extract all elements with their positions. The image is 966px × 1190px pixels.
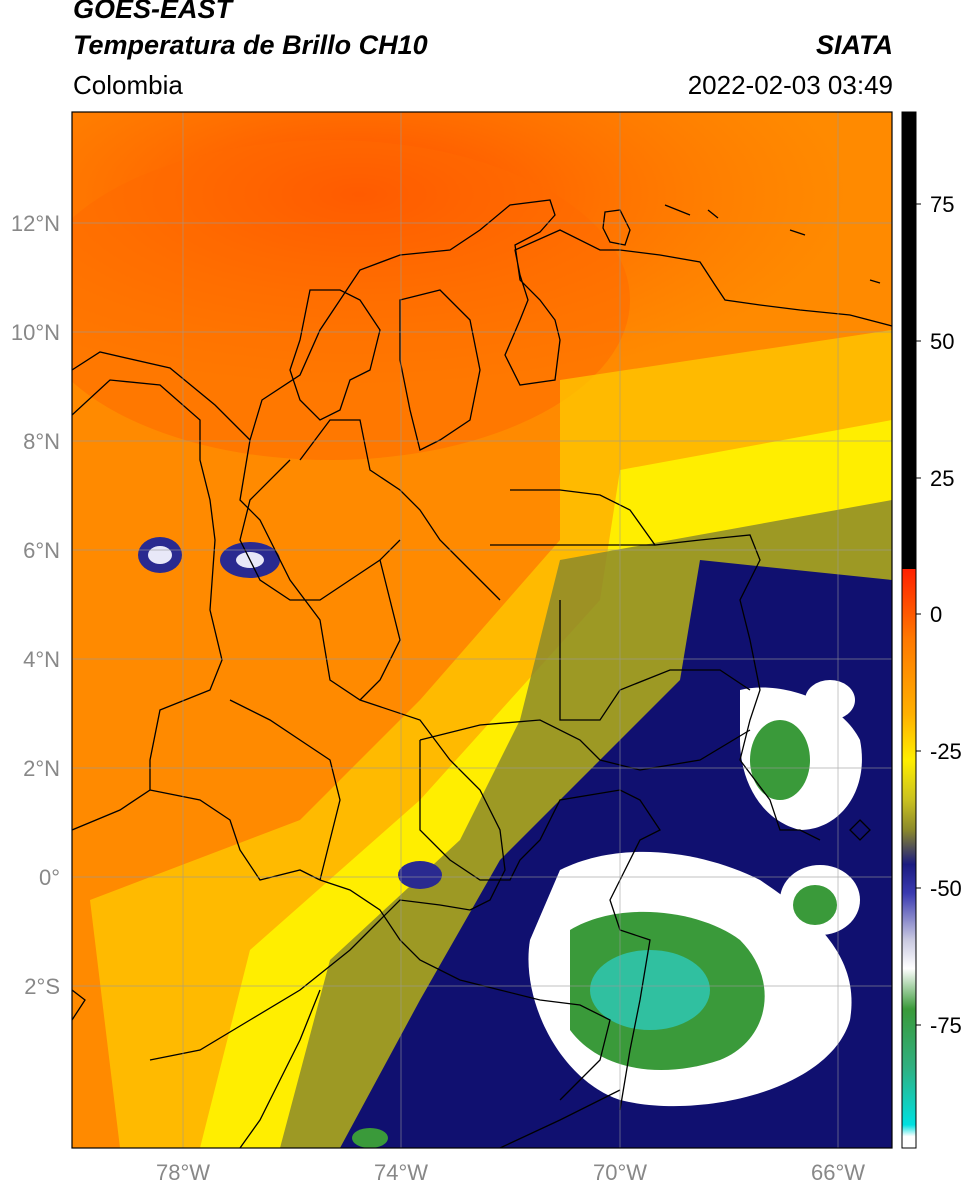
lat-tick-label: 2°S	[24, 974, 60, 999]
lat-tick-label: 8°N	[23, 429, 60, 454]
lon-tick-label: 74°W	[374, 1160, 428, 1185]
colorbar: 75 50 25 0 -25 -50 -75	[901, 111, 962, 1149]
datetime-label: 2022-02-03 03:49	[687, 70, 893, 100]
region-label: Colombia	[73, 70, 183, 100]
graticule	[72, 112, 892, 1148]
source-label: SIATA	[816, 30, 893, 60]
colorbar-tick-label: 25	[930, 466, 954, 491]
colorbar-tick-label: 50	[930, 329, 954, 354]
colorbar-gradient	[902, 569, 916, 1148]
lat-tick-label: 0°	[39, 865, 60, 890]
colorbar-tick-label: 75	[930, 192, 954, 217]
colorbar-tick-label: -50	[930, 876, 962, 901]
lat-tick-label: 2°N	[23, 756, 60, 781]
lat-tick-label: 10°N	[11, 320, 60, 345]
colorbar-tick-label: -25	[930, 739, 962, 764]
colorbar-black-segment	[902, 112, 916, 569]
satellite-title: GOES-EAST	[73, 0, 233, 24]
lat-tick-label: 12°N	[11, 211, 60, 236]
product-title: Temperatura de Brillo CH10	[73, 30, 428, 60]
lon-tick-label: 70°W	[593, 1160, 647, 1185]
brightness-temperature-field	[72, 112, 892, 1148]
map-frame	[71, 111, 893, 1149]
lat-tick-label: 6°N	[23, 538, 60, 563]
colorbar-tick-label: -75	[930, 1013, 962, 1038]
lon-tick-label: 78°W	[156, 1160, 210, 1185]
lat-tick-label: 4°N	[23, 647, 60, 672]
colorbar-tick-label: 0	[930, 602, 942, 627]
lon-tick-label: 66°W	[811, 1160, 865, 1185]
